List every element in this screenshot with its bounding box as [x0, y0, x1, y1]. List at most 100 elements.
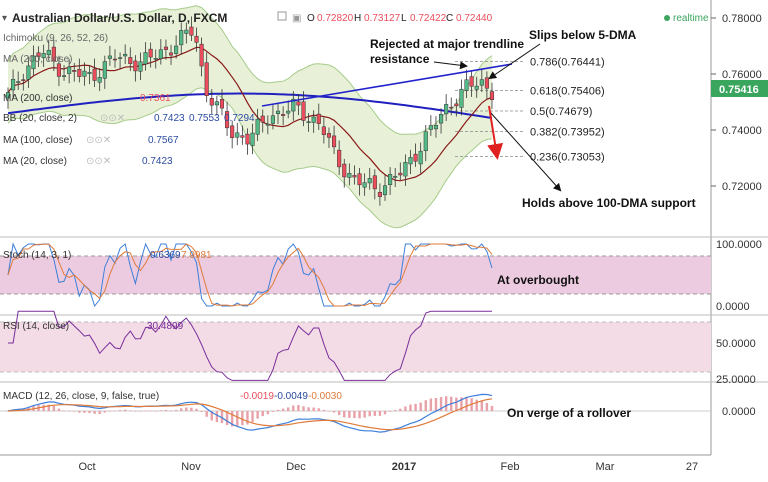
macd-histogram-bar	[159, 410, 163, 411]
candle	[398, 162, 403, 181]
macd-histogram-bar	[62, 410, 66, 412]
stoch-d-line	[7, 243, 493, 307]
candle	[337, 140, 342, 176]
candle	[102, 55, 107, 89]
candle	[428, 115, 433, 136]
svg-text:MA (200, close): MA (200, close)	[3, 93, 72, 104]
price-tick-label: 0.76000	[722, 69, 762, 81]
macd-value-macd: -0.0049	[274, 391, 308, 402]
macd-histogram-bar	[113, 410, 117, 412]
time-tick-label: Oct	[78, 461, 95, 473]
rsi-axis: 50.0000 25.0000	[716, 338, 756, 386]
svg-text:▾: ▾	[2, 13, 7, 24]
candle	[250, 123, 255, 155]
macd-histogram-bar	[230, 411, 234, 427]
ma200-line	[7, 92, 493, 119]
price-tick-label: 0.78000	[722, 13, 762, 25]
candle	[179, 22, 184, 55]
bb-value-basis: 0.7423	[154, 113, 185, 124]
macd-histogram-bar	[266, 411, 270, 415]
candle	[275, 103, 281, 124]
ma200-legend-label: MA (200, close)	[3, 54, 72, 65]
macd-histogram-bar	[73, 411, 76, 412]
candle	[189, 16, 194, 41]
candle	[194, 27, 199, 52]
annotation-rejected-line2: resistance	[370, 52, 430, 66]
macd-histogram-bar	[394, 410, 397, 411]
candle	[347, 163, 352, 186]
collapse-icon[interactable]: ▣	[292, 13, 301, 24]
macd-histogram-bar	[241, 411, 244, 426]
candle	[92, 58, 97, 88]
candle	[489, 82, 495, 109]
candle	[332, 125, 337, 155]
time-tick-label: Nov	[181, 461, 201, 473]
ma20-line	[7, 46, 493, 182]
svg-text:O: O	[307, 13, 315, 24]
macd-histogram-bar	[419, 402, 422, 411]
candle	[56, 55, 61, 87]
macd-histogram-bar	[251, 411, 254, 423]
candle	[291, 91, 296, 121]
fib-level-label: 0.5(0.74679)	[530, 106, 592, 118]
macd-histogram-bar	[195, 408, 198, 411]
candle	[163, 39, 168, 60]
macd-histogram-bar	[236, 411, 239, 426]
candle	[118, 52, 123, 70]
settings-icon[interactable]	[277, 11, 287, 21]
rsi-band	[0, 322, 711, 372]
candle	[352, 165, 357, 185]
macd-histogram-bar	[429, 398, 433, 411]
macd-histogram-bar	[292, 405, 295, 411]
candle	[357, 168, 362, 196]
candle	[31, 45, 36, 76]
macd-histogram-bar	[93, 411, 96, 414]
candle	[174, 35, 179, 59]
price-tick-label: 0.74000	[722, 125, 762, 137]
candle	[321, 117, 326, 144]
macd-histogram-bar	[123, 409, 127, 411]
stoch-band	[0, 256, 711, 294]
candle	[474, 76, 479, 98]
candle	[301, 91, 306, 127]
candle	[153, 49, 158, 69]
stoch-value-k: 0.6369	[150, 250, 181, 261]
macd-histogram-bar	[154, 410, 157, 412]
macd-histogram-bar	[225, 411, 229, 426]
macd-histogram-bar	[215, 411, 219, 423]
stoch-tick-label: 100.0000	[716, 239, 762, 251]
current-price-label: 0.75416	[719, 84, 759, 96]
candle	[11, 69, 16, 99]
time-tick-label: Dec	[286, 461, 306, 473]
macd-histogram-bar	[281, 408, 285, 411]
rsi-legend: RSI (14, close)	[3, 321, 69, 332]
candle	[158, 39, 163, 65]
time-tick-label: Mar	[596, 461, 615, 473]
macd-histogram-bar	[490, 405, 494, 411]
candle	[270, 105, 275, 130]
bb-value-upper: 0.7553	[189, 113, 220, 124]
candle	[82, 62, 87, 86]
candle	[219, 89, 225, 116]
candle	[479, 69, 484, 93]
candlestick-series	[5, 16, 495, 206]
candle	[382, 175, 388, 201]
price-axis: 0.78000 0.76000 0.74000 0.72000	[711, 13, 762, 193]
candle	[245, 128, 250, 155]
candle	[5, 87, 11, 109]
legend-controls-icon[interactable]: ⊙⊙✕	[86, 156, 111, 167]
time-tick-label: 2017	[392, 461, 416, 473]
macd-histogram-bar	[57, 408, 61, 411]
macd-histogram-bar	[83, 411, 86, 413]
macd-histogram-bar	[139, 411, 142, 412]
candle	[454, 98, 459, 117]
legend-controls-icon[interactable]: ⊙⊙✕	[86, 135, 111, 146]
current-price-badge	[711, 80, 768, 97]
candle	[326, 127, 332, 148]
candle	[484, 71, 489, 99]
macd-histogram-bar	[164, 409, 168, 411]
macd-histogram-bar	[378, 411, 382, 416]
macd-histogram-bar	[317, 408, 320, 411]
legend-controls-icon[interactable]: ⊙⊙✕	[100, 113, 125, 124]
candle	[240, 125, 245, 145]
